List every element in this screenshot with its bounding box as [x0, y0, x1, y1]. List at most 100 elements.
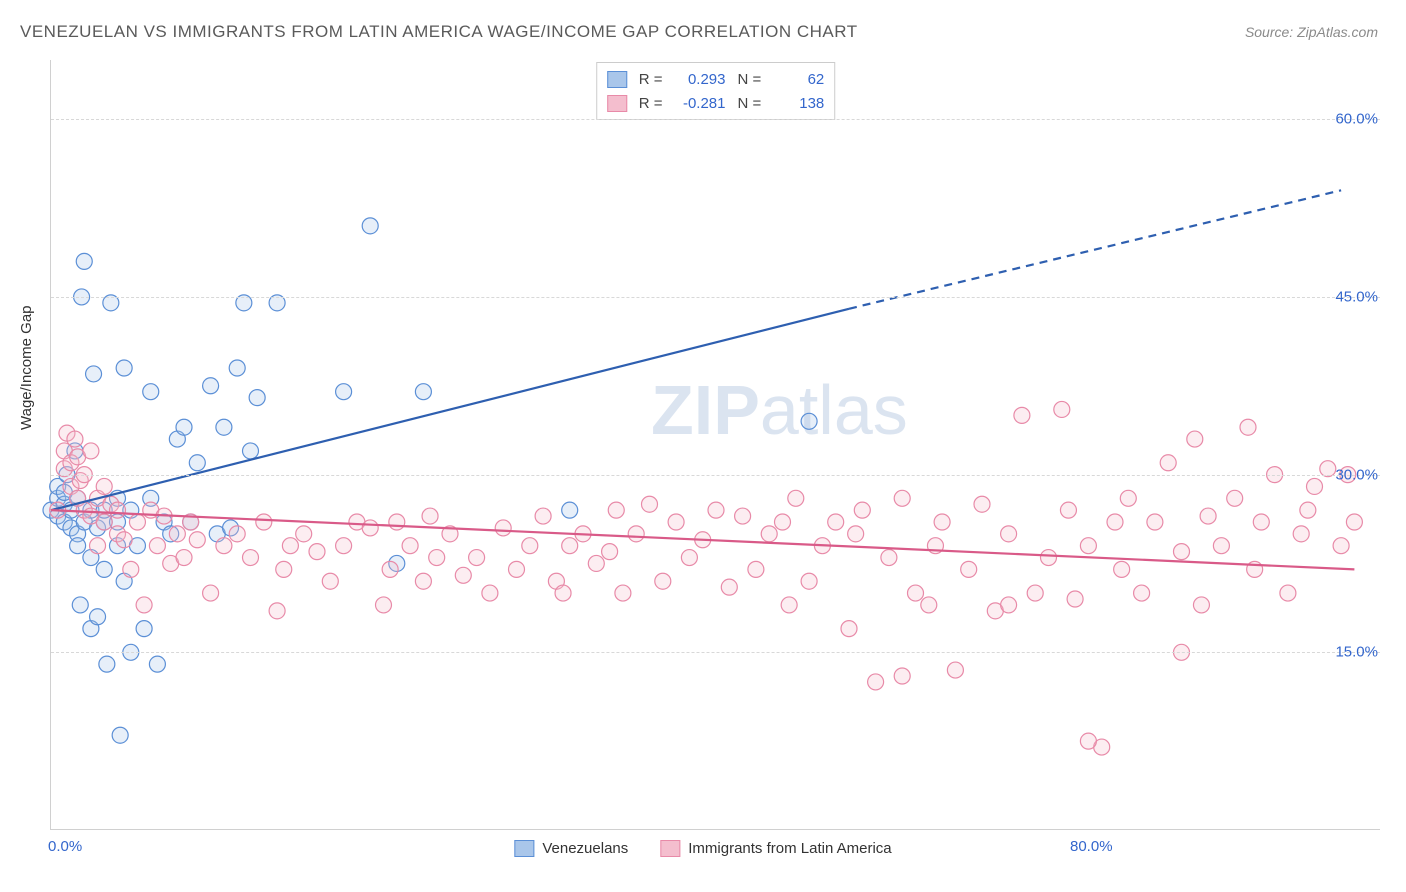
data-point [1067, 591, 1083, 607]
data-point [642, 496, 658, 512]
data-point [908, 585, 924, 601]
gridline [51, 652, 1380, 653]
data-point [801, 573, 817, 589]
data-point [1280, 585, 1296, 601]
data-point [422, 508, 438, 524]
data-point [562, 538, 578, 554]
legend-label-1: Immigrants from Latin America [688, 840, 891, 857]
data-point [1107, 514, 1123, 530]
data-point [841, 621, 857, 637]
data-point [961, 561, 977, 577]
chart-plot-area: ZIPatlas R = 0.293 N = 62 R = -0.281 N =… [50, 60, 1380, 830]
chart-title: VENEZUELAN VS IMMIGRANTS FROM LATIN AMER… [20, 22, 858, 42]
data-point [70, 538, 86, 554]
data-point [243, 443, 259, 459]
legend-swatch-0 [514, 840, 534, 857]
data-point [881, 550, 897, 566]
data-point [1227, 490, 1243, 506]
data-point [495, 520, 511, 536]
data-point [149, 538, 165, 554]
data-point [96, 478, 112, 494]
legend-item-0: Venezuelans [514, 840, 628, 857]
x-tick-label: 80.0% [1070, 838, 1113, 855]
data-point [296, 526, 312, 542]
bottom-legend: Venezuelans Immigrants from Latin Americ… [514, 840, 891, 857]
data-point [90, 538, 106, 554]
data-point [1300, 502, 1316, 518]
data-point [748, 561, 764, 577]
data-point [781, 597, 797, 613]
data-point [276, 561, 292, 577]
data-point [788, 490, 804, 506]
y-tick-label: 15.0% [1335, 644, 1378, 661]
data-point [555, 585, 571, 601]
data-point [522, 538, 538, 554]
data-point [708, 502, 724, 518]
data-point [868, 674, 884, 690]
data-point [1001, 526, 1017, 542]
data-point [681, 550, 697, 566]
n-value-1: 138 [769, 95, 824, 112]
data-point [602, 544, 618, 560]
data-point [203, 585, 219, 601]
data-point [136, 621, 152, 637]
data-point [628, 526, 644, 542]
data-point [76, 253, 92, 269]
data-point [894, 668, 910, 684]
y-tick-label: 45.0% [1335, 288, 1378, 305]
source-attribution: Source: ZipAtlas.com [1245, 24, 1378, 40]
data-point [721, 579, 737, 595]
trend-line [51, 309, 849, 510]
data-point [668, 514, 684, 530]
n-label: N = [738, 95, 762, 112]
data-point [90, 609, 106, 625]
r-label: R = [639, 95, 663, 112]
data-point [96, 514, 112, 530]
data-point [1200, 508, 1216, 524]
data-point [415, 573, 431, 589]
data-point [1001, 597, 1017, 613]
gridline [51, 475, 1380, 476]
data-point [116, 532, 132, 548]
data-point [86, 366, 102, 382]
data-point [376, 597, 392, 613]
data-point [322, 573, 338, 589]
data-point [229, 526, 245, 542]
data-point [735, 508, 751, 524]
data-point [336, 538, 352, 554]
correlation-stats-box: R = 0.293 N = 62 R = -0.281 N = 138 [596, 62, 836, 120]
data-point [1134, 585, 1150, 601]
data-point [848, 526, 864, 542]
data-point [1174, 544, 1190, 560]
data-point [947, 662, 963, 678]
data-point [1120, 490, 1136, 506]
data-point [1213, 538, 1229, 554]
data-point [1333, 538, 1349, 554]
data-point [1080, 733, 1096, 749]
data-point [143, 384, 159, 400]
r-value-0: 0.293 [671, 71, 726, 88]
data-point [256, 514, 272, 530]
data-point [1160, 455, 1176, 471]
data-point [469, 550, 485, 566]
data-point [116, 360, 132, 376]
data-point [1307, 478, 1323, 494]
data-point [415, 384, 431, 400]
swatch-series-1 [607, 95, 627, 112]
data-point [176, 419, 192, 435]
data-point [112, 727, 128, 743]
data-point [429, 550, 445, 566]
data-point [176, 550, 192, 566]
data-point [761, 526, 777, 542]
data-point [1114, 561, 1130, 577]
data-point [1027, 585, 1043, 601]
r-value-1: -0.281 [671, 95, 726, 112]
data-point [934, 514, 950, 530]
data-point [269, 603, 285, 619]
n-value-0: 62 [769, 71, 824, 88]
data-point [362, 218, 378, 234]
r-label: R = [639, 71, 663, 88]
y-tick-label: 30.0% [1335, 466, 1378, 483]
data-point [1293, 526, 1309, 542]
data-point [455, 567, 471, 583]
